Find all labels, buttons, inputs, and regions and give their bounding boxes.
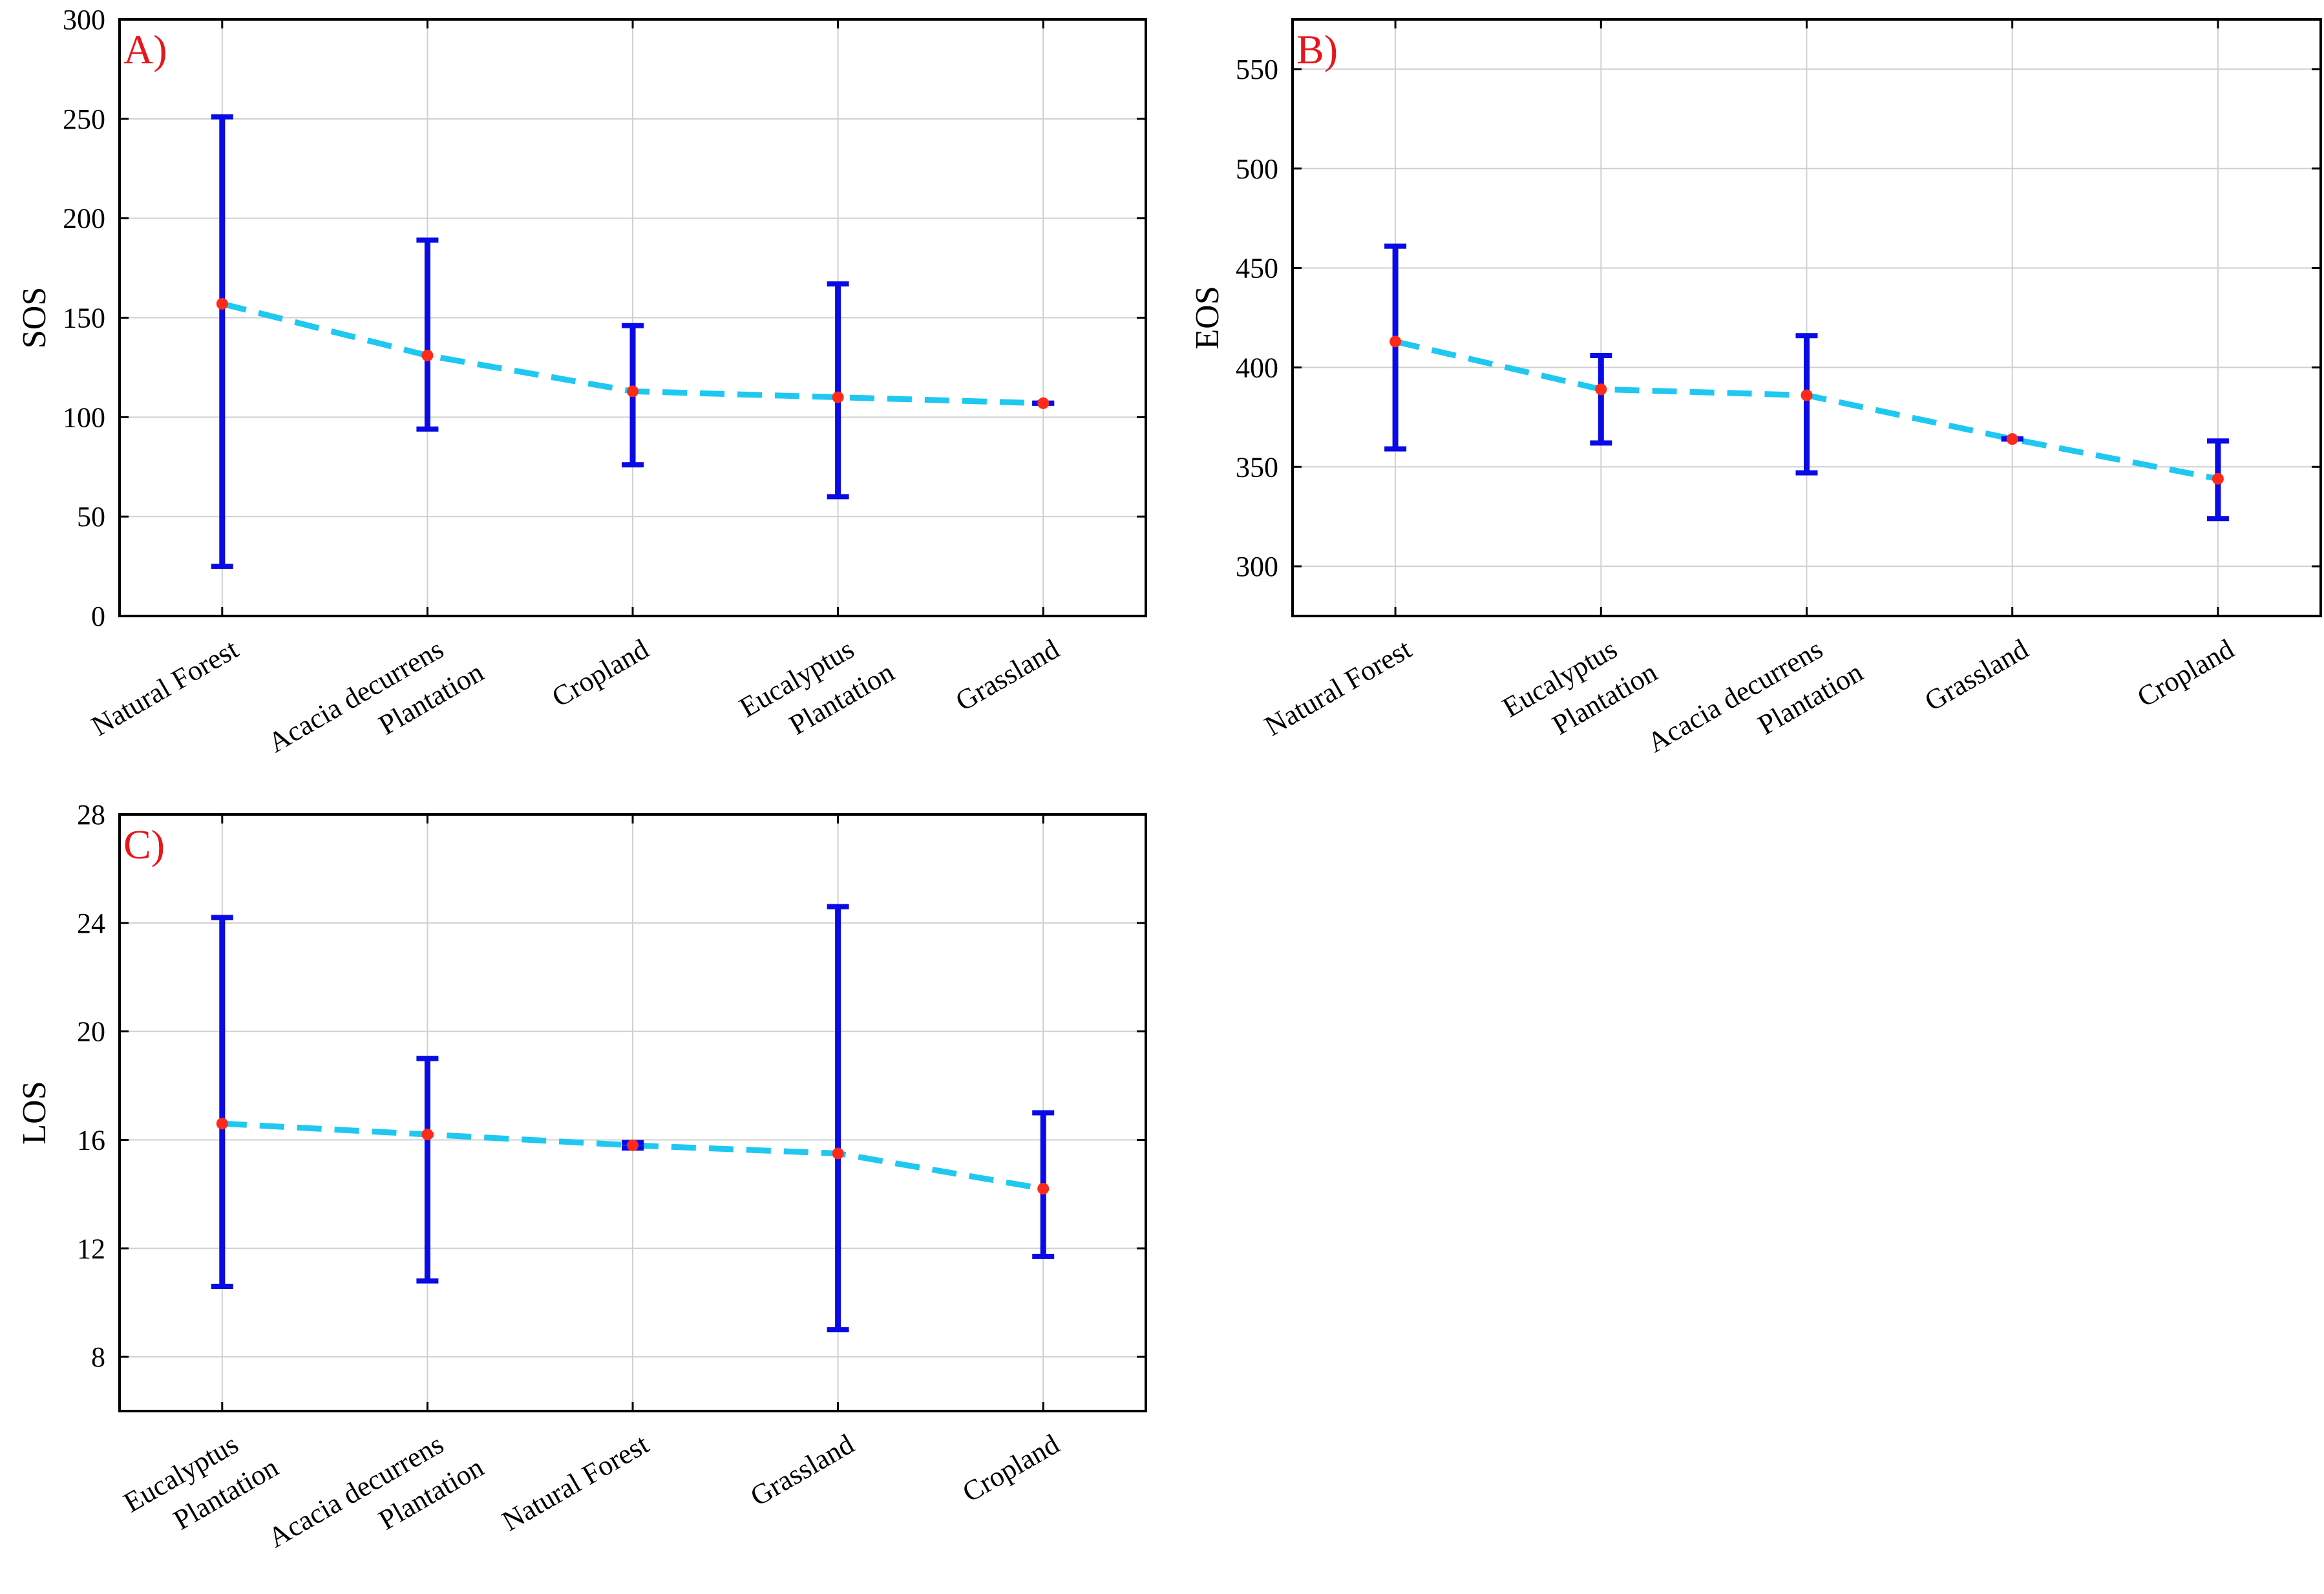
y-tick-label: 400 — [1236, 352, 1278, 383]
y-tick-label: 300 — [63, 4, 105, 36]
x-category-label-line: Natural Forest — [86, 633, 244, 742]
x-category-label: Natural Forest — [86, 633, 244, 742]
x-category-label-line: Cropland — [957, 1428, 1064, 1508]
mean-point — [1037, 1182, 1050, 1195]
plot-frame — [1291, 18, 2322, 617]
mean-point — [627, 1139, 639, 1151]
mean-point — [1037, 397, 1050, 409]
mean-point — [216, 297, 228, 310]
x-category-label-line: Natural Forest — [1260, 633, 1417, 742]
panel-label: C) — [123, 822, 165, 867]
x-category-label: Cropland — [547, 633, 654, 713]
mean-point — [627, 385, 639, 398]
gridlines — [1293, 19, 2321, 616]
y-tick-label: 200 — [63, 203, 105, 235]
x-category-label-line: Cropland — [547, 633, 654, 713]
panel-label: B) — [1296, 27, 1338, 72]
y-tick-label: 150 — [63, 303, 105, 334]
chart-panel-2: 300 350 400 450 500 550 EOS B) Natural Forest Euc… — [1189, 18, 2322, 793]
mean-point — [2006, 433, 2018, 445]
y-tick-label: 20 — [77, 1016, 105, 1048]
gridlines — [120, 19, 1146, 616]
mean-point — [832, 391, 844, 403]
y-tick-label: 50 — [77, 501, 105, 533]
x-category-label: Acacia decurrensPlantation — [263, 621, 489, 793]
y-tick-label: 350 — [1236, 451, 1278, 483]
x-category-label: Acacia decurrensPlantation — [263, 1416, 489, 1588]
chart-panel-3: 8 12 16 20 24 28 LOS C) EucalyptusPlantationAcac… — [16, 799, 1147, 1588]
x-category-label: Natural Forest — [1260, 633, 1417, 742]
y-tick-label: 500 — [1236, 153, 1278, 185]
x-category-label-line: Cropland — [2132, 633, 2239, 713]
mean-point — [1595, 383, 1607, 396]
x-category-label: EucalyptusPlantation — [734, 621, 900, 758]
gridlines — [120, 814, 1146, 1411]
x-category-label: Grassland — [950, 633, 1064, 717]
mean-point — [2212, 473, 2224, 485]
x-category-label: Grassland — [745, 1428, 860, 1512]
y-tick-label: 0 — [91, 600, 105, 632]
mean-point — [216, 1118, 228, 1130]
mean-point — [832, 1147, 844, 1160]
y-tick-label: 100 — [63, 401, 105, 433]
x-category-label: Acacia decurrensPlantation — [1642, 621, 1868, 793]
y-tick-label: 550 — [1236, 54, 1278, 85]
y-tick-label: 8 — [91, 1341, 105, 1373]
y-axis-label: SOS — [16, 287, 53, 348]
x-category-label-line: Natural Forest — [496, 1428, 654, 1537]
y-tick-label: 12 — [77, 1233, 105, 1264]
y-tick-label: 24 — [77, 908, 105, 939]
y-tick-label: 450 — [1236, 253, 1278, 284]
x-category-label: Natural Forest — [496, 1428, 654, 1537]
y-tick-label: 28 — [77, 799, 105, 831]
y-axis-label: EOS — [1189, 286, 1226, 349]
x-category-label: EucalyptusPlantation — [118, 1416, 284, 1553]
plot-frame — [118, 18, 1147, 617]
x-category-label-line: Grassland — [1919, 633, 2034, 717]
panel-label: A) — [123, 27, 167, 72]
mean-point — [421, 349, 434, 361]
mean-point — [1801, 389, 1813, 401]
x-category-label: Cropland — [957, 1428, 1064, 1508]
y-axis-label: LOS — [16, 1081, 53, 1144]
x-category-label: Cropland — [2132, 633, 2239, 713]
y-tick-label: 300 — [1236, 551, 1278, 582]
y-tick-label: 16 — [77, 1124, 105, 1156]
plot-frame — [118, 813, 1147, 1412]
mean-point — [1389, 335, 1402, 348]
y-tick-label: 250 — [63, 103, 105, 135]
x-category-label: Grassland — [1919, 633, 2034, 717]
chart-panel-1: 0 50 100 150 200 250 300 SOS A) Natural Forest Aca… — [16, 4, 1147, 793]
x-category-label: EucalyptusPlantation — [1497, 621, 1662, 758]
mean-point — [421, 1129, 434, 1141]
trend-line — [222, 1120, 1044, 1192]
x-category-label-line: Grassland — [950, 633, 1064, 717]
x-category-label-line: Grassland — [745, 1428, 860, 1512]
